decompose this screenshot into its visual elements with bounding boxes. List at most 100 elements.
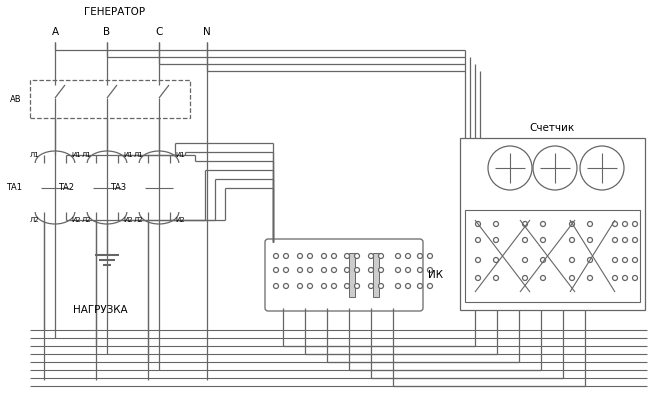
Circle shape — [622, 237, 627, 242]
Circle shape — [284, 268, 288, 273]
Text: Л2: Л2 — [133, 217, 143, 223]
Circle shape — [428, 253, 432, 259]
Circle shape — [332, 268, 336, 273]
Circle shape — [298, 268, 302, 273]
Text: И2: И2 — [123, 217, 133, 223]
Circle shape — [355, 268, 359, 273]
Circle shape — [493, 275, 499, 281]
Text: Л1: Л1 — [30, 152, 39, 158]
Text: ГЕНЕРАТОР: ГЕНЕРАТОР — [85, 7, 146, 17]
Text: Л1: Л1 — [133, 152, 143, 158]
Circle shape — [493, 257, 499, 262]
Circle shape — [396, 253, 401, 259]
Circle shape — [587, 237, 593, 242]
Text: И2: И2 — [71, 217, 81, 223]
Circle shape — [633, 257, 637, 262]
Circle shape — [298, 253, 302, 259]
Text: N: N — [203, 27, 211, 37]
Circle shape — [284, 284, 288, 288]
Circle shape — [570, 222, 574, 226]
Circle shape — [622, 257, 627, 262]
Circle shape — [273, 268, 279, 273]
Circle shape — [522, 222, 528, 226]
Text: ИК: ИК — [428, 270, 443, 280]
Circle shape — [378, 253, 384, 259]
Circle shape — [344, 253, 350, 259]
Circle shape — [369, 253, 373, 259]
Circle shape — [476, 222, 480, 226]
Circle shape — [612, 237, 618, 242]
Circle shape — [332, 284, 336, 288]
Circle shape — [612, 257, 618, 262]
Circle shape — [541, 275, 545, 281]
Text: А: А — [51, 27, 58, 37]
Circle shape — [417, 253, 422, 259]
Circle shape — [273, 253, 279, 259]
Circle shape — [587, 257, 593, 262]
Circle shape — [612, 275, 618, 281]
Circle shape — [378, 268, 384, 273]
Circle shape — [570, 275, 574, 281]
Circle shape — [369, 284, 373, 288]
Circle shape — [307, 253, 313, 259]
Circle shape — [284, 253, 288, 259]
Circle shape — [488, 146, 532, 190]
Circle shape — [570, 237, 574, 242]
Text: В: В — [103, 27, 110, 37]
Text: АВ: АВ — [11, 95, 22, 104]
Circle shape — [417, 268, 422, 273]
Circle shape — [396, 268, 401, 273]
Circle shape — [541, 237, 545, 242]
Text: И1: И1 — [71, 152, 81, 158]
Circle shape — [396, 284, 401, 288]
Text: И1: И1 — [175, 152, 185, 158]
Bar — [30, 80, 190, 118]
Circle shape — [428, 268, 432, 273]
Circle shape — [369, 268, 373, 273]
Circle shape — [417, 284, 422, 288]
Circle shape — [622, 222, 627, 226]
Bar — [373, 253, 379, 297]
FancyBboxPatch shape — [265, 239, 423, 311]
Circle shape — [580, 146, 624, 190]
Circle shape — [587, 275, 593, 281]
Text: Л1: Л1 — [81, 152, 91, 158]
Bar — [349, 253, 355, 297]
Circle shape — [493, 222, 499, 226]
Circle shape — [355, 284, 359, 288]
Circle shape — [587, 222, 593, 226]
Text: ТА2: ТА2 — [58, 184, 74, 193]
Circle shape — [307, 284, 313, 288]
Circle shape — [405, 284, 411, 288]
Bar — [460, 138, 645, 310]
Text: Л2: Л2 — [81, 217, 91, 223]
Circle shape — [321, 284, 327, 288]
Circle shape — [633, 275, 637, 281]
Text: ТА3: ТА3 — [110, 184, 126, 193]
Circle shape — [533, 146, 577, 190]
Circle shape — [344, 268, 350, 273]
Text: НАГРУЗКА: НАГРУЗКА — [73, 305, 127, 315]
Circle shape — [522, 257, 528, 262]
Circle shape — [541, 222, 545, 226]
Circle shape — [612, 222, 618, 226]
Circle shape — [493, 237, 499, 242]
Circle shape — [273, 284, 279, 288]
Circle shape — [522, 275, 528, 281]
Circle shape — [570, 257, 574, 262]
Circle shape — [405, 268, 411, 273]
Circle shape — [344, 284, 350, 288]
Text: И1: И1 — [123, 152, 133, 158]
Circle shape — [522, 237, 528, 242]
Circle shape — [355, 253, 359, 259]
Text: Л2: Л2 — [30, 217, 39, 223]
Circle shape — [428, 284, 432, 288]
Circle shape — [476, 275, 480, 281]
Text: Счетчик: Счетчик — [530, 123, 575, 133]
Circle shape — [307, 268, 313, 273]
Circle shape — [476, 237, 480, 242]
Circle shape — [321, 268, 327, 273]
Circle shape — [332, 253, 336, 259]
Circle shape — [321, 253, 327, 259]
Circle shape — [633, 222, 637, 226]
